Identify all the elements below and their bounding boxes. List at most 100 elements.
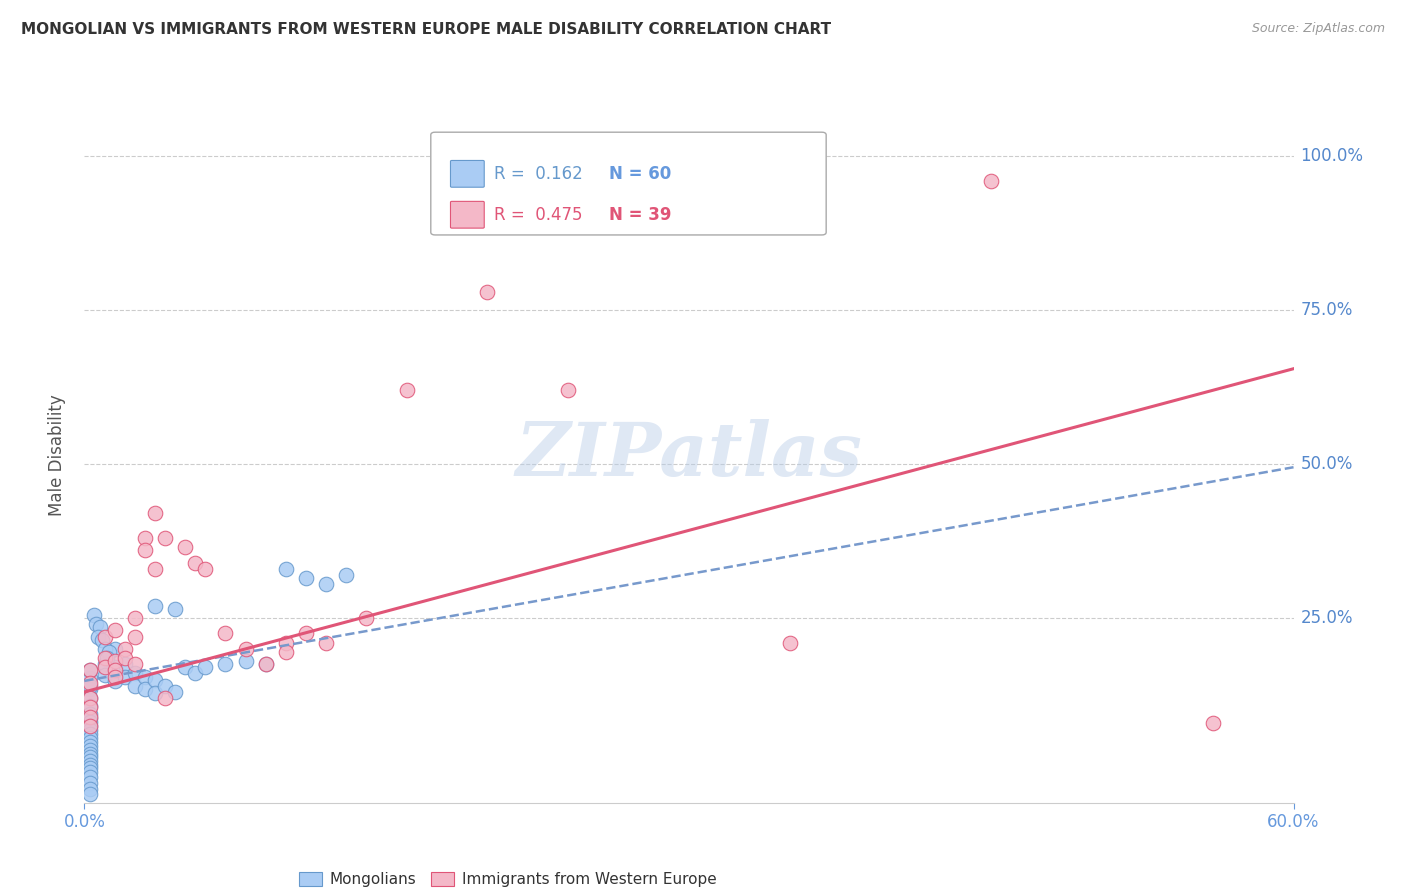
Point	[114, 651, 136, 665]
Point	[79, 709, 101, 723]
Point	[79, 700, 101, 714]
Point	[79, 731, 101, 746]
Point	[134, 543, 156, 558]
Point	[89, 620, 111, 634]
Point	[93, 651, 115, 665]
Point	[143, 562, 166, 576]
Point	[79, 782, 101, 797]
Text: N = 39: N = 39	[609, 206, 672, 224]
Point	[153, 679, 176, 693]
Point	[79, 664, 101, 678]
Point	[477, 285, 499, 299]
Point	[93, 657, 115, 672]
Point	[104, 660, 127, 674]
Point	[254, 657, 277, 672]
Point	[295, 571, 318, 585]
Text: ZIPatlas: ZIPatlas	[516, 418, 862, 491]
Point	[134, 669, 156, 683]
Point	[134, 531, 156, 545]
Point	[93, 660, 115, 674]
Point	[79, 770, 101, 784]
Point	[165, 685, 187, 699]
Point	[79, 776, 101, 790]
Point	[93, 641, 115, 656]
Point	[214, 657, 236, 672]
Point	[79, 691, 101, 706]
Point	[79, 761, 101, 775]
Point	[214, 626, 236, 640]
Point	[87, 630, 110, 644]
Point	[79, 743, 101, 757]
Point	[79, 691, 101, 706]
Point	[114, 669, 136, 683]
Point	[1202, 715, 1225, 730]
Point	[86, 617, 108, 632]
Point	[79, 675, 101, 690]
Point	[184, 666, 207, 681]
Point	[274, 562, 297, 576]
Point	[91, 632, 114, 647]
Point	[980, 174, 1002, 188]
Point	[174, 660, 197, 674]
Point	[335, 568, 357, 582]
Point	[79, 739, 101, 753]
Point	[315, 636, 337, 650]
Point	[83, 607, 105, 622]
Point	[104, 664, 127, 678]
Point	[779, 636, 801, 650]
Point	[143, 507, 166, 521]
Point	[143, 599, 166, 613]
Point	[124, 611, 146, 625]
Point	[143, 673, 166, 687]
Point	[93, 667, 115, 681]
Point	[274, 645, 297, 659]
Point	[79, 764, 101, 779]
Point	[124, 679, 146, 693]
Point	[124, 666, 146, 681]
Point	[295, 626, 318, 640]
Point	[124, 630, 146, 644]
Point	[104, 641, 127, 656]
Point	[79, 754, 101, 768]
Point	[79, 664, 101, 678]
Point	[79, 706, 101, 721]
Text: R =  0.475: R = 0.475	[494, 206, 582, 224]
Y-axis label: Male Disability: Male Disability	[48, 394, 66, 516]
Point	[79, 711, 101, 725]
Point	[174, 541, 197, 555]
Point	[114, 641, 136, 656]
Point	[79, 723, 101, 738]
Point	[97, 645, 120, 659]
Point	[143, 686, 166, 700]
Point	[104, 669, 127, 683]
Point	[153, 691, 176, 706]
Point	[79, 698, 101, 713]
Text: Source: ZipAtlas.com: Source: ZipAtlas.com	[1251, 22, 1385, 36]
Point	[96, 651, 118, 665]
Point	[79, 787, 101, 801]
Point	[153, 531, 176, 545]
Point	[79, 719, 101, 733]
Point	[254, 657, 277, 672]
Point	[79, 747, 101, 761]
Point	[235, 654, 257, 668]
Point	[104, 673, 127, 688]
Point	[104, 624, 127, 638]
Point	[79, 719, 101, 733]
Text: 50.0%: 50.0%	[1301, 455, 1353, 473]
Text: 75.0%: 75.0%	[1301, 301, 1353, 319]
Text: MONGOLIAN VS IMMIGRANTS FROM WESTERN EUROPE MALE DISABILITY CORRELATION CHART: MONGOLIAN VS IMMIGRANTS FROM WESTERN EUR…	[21, 22, 831, 37]
Point	[356, 611, 378, 625]
Point	[79, 672, 101, 686]
Point	[165, 602, 187, 616]
Text: N = 60: N = 60	[609, 165, 672, 183]
Point	[557, 384, 579, 398]
Text: 25.0%: 25.0%	[1301, 609, 1353, 627]
Point	[235, 641, 257, 656]
Point	[134, 681, 156, 696]
Point	[93, 630, 115, 644]
Point	[194, 562, 217, 576]
Point	[104, 654, 127, 668]
Point	[79, 735, 101, 749]
Point	[395, 384, 418, 398]
